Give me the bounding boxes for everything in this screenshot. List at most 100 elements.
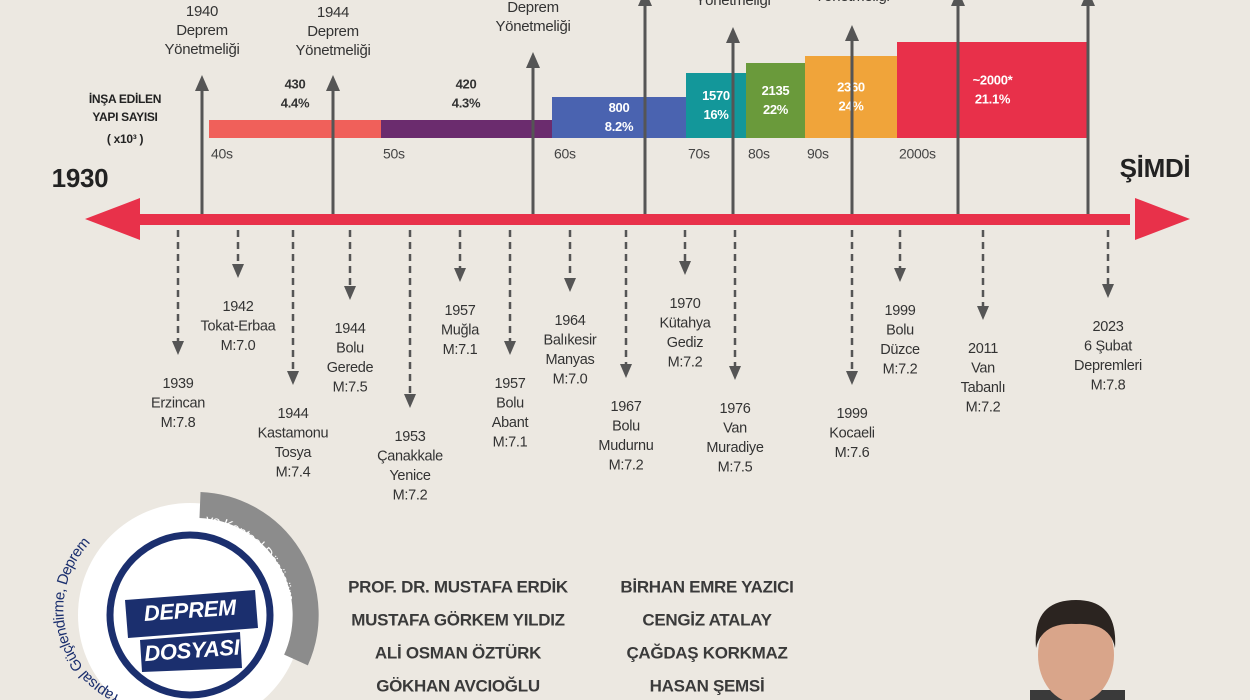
regulation-arrow-head — [326, 75, 340, 91]
period-share: 16% — [703, 107, 729, 122]
period-bar — [209, 120, 381, 138]
earthquake-label: Kütahya — [659, 315, 711, 331]
author-name: GÖKHAN AVCIOĞLU — [376, 676, 540, 695]
period-count: 2135 — [762, 83, 790, 98]
earthquake-arrow-head — [729, 366, 741, 380]
earthquake-label: M:7.2 — [883, 361, 918, 377]
author-name: BİRHAN EMRE YAZICI — [620, 577, 793, 596]
end-label: ŞİMDİ — [1120, 153, 1191, 183]
portrait-hair — [1035, 600, 1116, 648]
earthquake-label: 1939 — [162, 376, 193, 392]
regulation-arrow-head — [845, 25, 859, 41]
earthquake-label: M:7.5 — [718, 459, 753, 475]
earthquake-label: 1999 — [836, 406, 867, 422]
regulation-label: Deprem — [176, 22, 228, 39]
decade-label: 90s — [807, 146, 829, 162]
earthquake-arrow-head — [344, 286, 356, 300]
period-bar — [746, 63, 805, 138]
earthquake-arrow-head — [977, 306, 989, 320]
earthquake-label: M:7.2 — [966, 399, 1001, 415]
earthquake-arrow-head — [504, 341, 516, 355]
regulation-label: Yönetmeliği — [164, 41, 239, 58]
period-count: 420 — [456, 76, 477, 91]
earthquake-label: Mudurnu — [598, 438, 653, 454]
earthquake-arrow-head — [620, 364, 632, 378]
regulation-label: Yönetmeliği — [695, 0, 770, 9]
earthquake-label: M:7.1 — [493, 434, 528, 450]
earthquake-label: Yenice — [389, 468, 430, 484]
logo-banner — [125, 590, 258, 638]
earthquake-label: Çanakkale — [377, 448, 443, 464]
construction-label: İNŞA EDİLEN — [89, 91, 161, 106]
portrait — [1030, 600, 1125, 700]
earthquake-arrow-head — [287, 371, 299, 385]
axis-head-left — [85, 198, 140, 240]
earthquake-label: 1957 — [444, 303, 475, 319]
earthquake-label: 1964 — [554, 313, 585, 329]
period-count: 800 — [609, 100, 630, 115]
earthquake-label: Bolu — [496, 395, 524, 411]
regulation-label: 1944 — [317, 4, 349, 21]
earthquake-label: M:7.2 — [668, 354, 703, 370]
period-share: 4.3% — [452, 95, 481, 110]
earthquake-label: M:7.4 — [276, 464, 311, 480]
regulation-label: Yönetmeliği — [814, 0, 889, 5]
decade-label: 40s — [211, 146, 233, 162]
period-share: 22% — [763, 102, 789, 117]
earthquake-label: 1999 — [884, 303, 915, 319]
regulation-label: 1940 — [186, 3, 218, 20]
portrait-face — [1038, 607, 1114, 700]
regulation-label: Yönetmeliği — [495, 18, 570, 35]
author-name: ÇAĞDAŞ KORKMAZ — [626, 643, 787, 662]
author-name: PROF. DR. MUSTAFA ERDİK — [348, 577, 569, 596]
regulation-arrow-head — [726, 27, 740, 43]
earthquake-label: Depremleri — [1074, 358, 1142, 374]
earthquake-label: Gediz — [667, 335, 703, 351]
earthquake-label: M:7.8 — [161, 415, 196, 431]
earthquake-arrow-head — [404, 394, 416, 408]
axis-head-right — [1135, 198, 1190, 240]
period-bar — [381, 120, 552, 138]
earthquake-label: M:7.5 — [333, 379, 368, 395]
earthquake-label: Düzce — [880, 342, 920, 358]
earthquake-label: Bolu — [886, 322, 914, 338]
regulation-arrow-head — [638, 0, 652, 6]
author-name: CENGİZ ATALAY — [642, 610, 772, 629]
earthquake-label: Muğla — [441, 322, 480, 338]
earthquake-label: M:7.2 — [393, 487, 428, 503]
construction-label: YAPI SAYISI — [92, 110, 157, 124]
period-bar — [686, 73, 746, 138]
regulation-arrow-head — [526, 52, 540, 68]
earthquake-arrow-head — [894, 268, 906, 282]
earthquake-label: 1942 — [222, 299, 253, 315]
earthquake-label: Gerede — [327, 360, 374, 376]
author-name: MUSTAFA GÖRKEM YILDIZ — [351, 610, 564, 629]
regulation-arrow-head — [195, 75, 209, 91]
decade-label: 60s — [554, 146, 576, 162]
author-name: ALİ OSMAN ÖZTÜRK — [375, 643, 542, 662]
earthquake-label: 1967 — [610, 399, 641, 415]
earthquake-label: M:7.8 — [1091, 377, 1126, 393]
earthquake-label: Erzincan — [151, 395, 205, 411]
earthquake-label: Tosya — [275, 445, 313, 461]
earthquake-arrow-head — [564, 278, 576, 292]
earthquake-label: 1944 — [277, 406, 308, 422]
period-count: 430 — [285, 76, 306, 91]
earthquake-arrow-head — [1102, 284, 1114, 298]
earthquake-label: M:7.0 — [221, 338, 256, 354]
period-count: ~2000* — [973, 72, 1014, 87]
decade-label: 50s — [383, 146, 405, 162]
earthquake-label: Tabanlı — [961, 380, 1006, 396]
earthquake-label: 2023 — [1092, 319, 1123, 335]
logo-gray-arc — [199, 492, 319, 666]
earthquake-label: Balıkesir — [544, 332, 597, 348]
logo: DEPREM DOSYASI Yapısal Güçlendirme, Depr… — [50, 492, 319, 700]
earthquake-arrow-head — [679, 261, 691, 275]
earthquake-arrow-head — [454, 268, 466, 282]
earthquake-label: Muradiye — [706, 440, 763, 456]
regulation-label: Deprem — [507, 0, 559, 16]
earthquake-label: Kocaeli — [829, 425, 875, 441]
decade-label: 80s — [748, 146, 770, 162]
regulation-arrow-head — [951, 0, 965, 6]
